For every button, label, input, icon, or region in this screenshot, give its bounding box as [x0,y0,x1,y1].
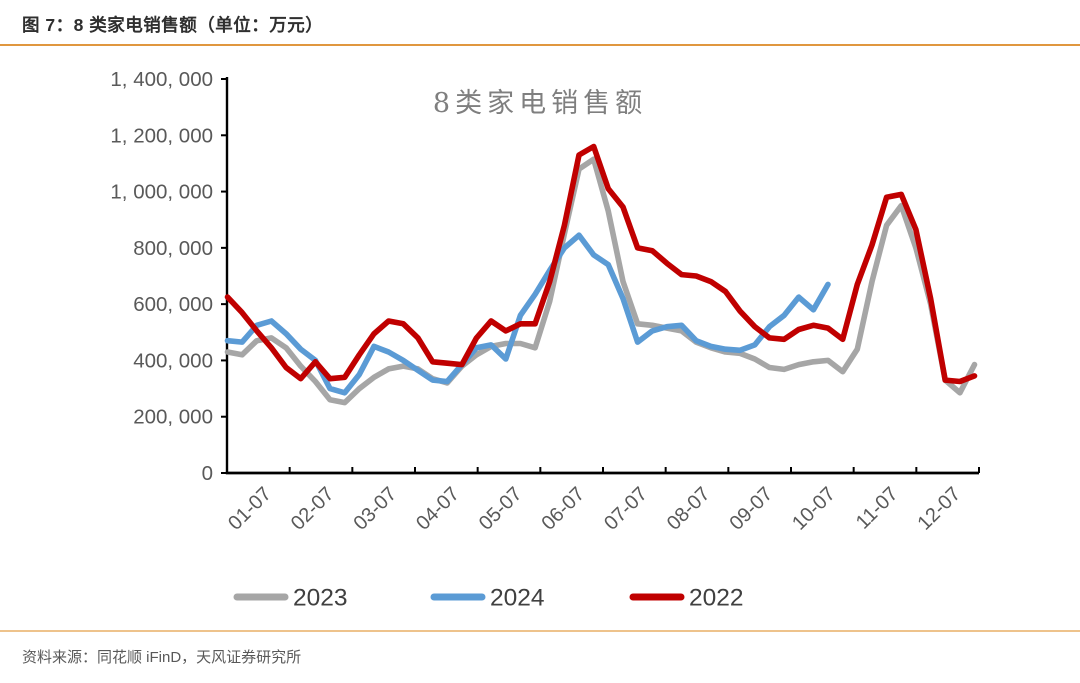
series-line-2022 [224,143,978,385]
x-tick-label: 03-07 [349,483,401,535]
y-tick-label: 200, 000 [133,406,213,429]
source-note: 资料来源：同花顺 iFinD，天风证券研究所 [22,649,302,666]
x-tick-label: 12-07 [913,483,965,535]
x-tick-label: 04-07 [412,483,464,535]
legend-label-2022: 2022 [689,585,744,612]
x-tick-label: 07-07 [600,483,652,535]
x-tick-label: 02-07 [287,483,339,535]
chart-svg: 8类家电销售额 0 200, 000 400, 000 600, 000 800, 000… [110,68,980,612]
x-tick-label: 01-07 [224,483,276,535]
legend-label-2024: 2024 [490,585,545,612]
header-rule [0,44,1080,46]
y-tick-label: 0 [202,462,213,485]
y-tick-label: 800, 000 [133,237,213,260]
chart-title: 8类家电销售额 [433,88,647,119]
x-tick-label: 11-07 [852,483,903,534]
series-line-2023 [224,156,978,406]
x-tick-label: 08-07 [663,483,715,535]
y-tick-label: 600, 000 [133,293,213,316]
y-tick-label: 1, 200, 000 [110,124,213,147]
x-tick-label: 09-07 [725,483,777,535]
y-tick-label: 1, 000, 000 [110,181,213,204]
y-tick-label: 1, 400, 000 [110,68,213,91]
footer-rule [0,630,1080,632]
sales-line-chart: 8类家电销售额 0 200, 000 400, 000 600, 000 800, 000… [0,46,1080,630]
x-tick-label: 05-07 [475,483,527,535]
legend-label-2023: 2023 [293,585,348,612]
y-tick-label: 400, 000 [133,349,213,372]
x-tick-label: 06-07 [537,483,589,535]
x-tick-label: 10-07 [788,483,840,535]
series-line-2024 [224,232,831,396]
figure-caption: 图 7：8 类家电销售额（单位：万元） [22,15,324,35]
